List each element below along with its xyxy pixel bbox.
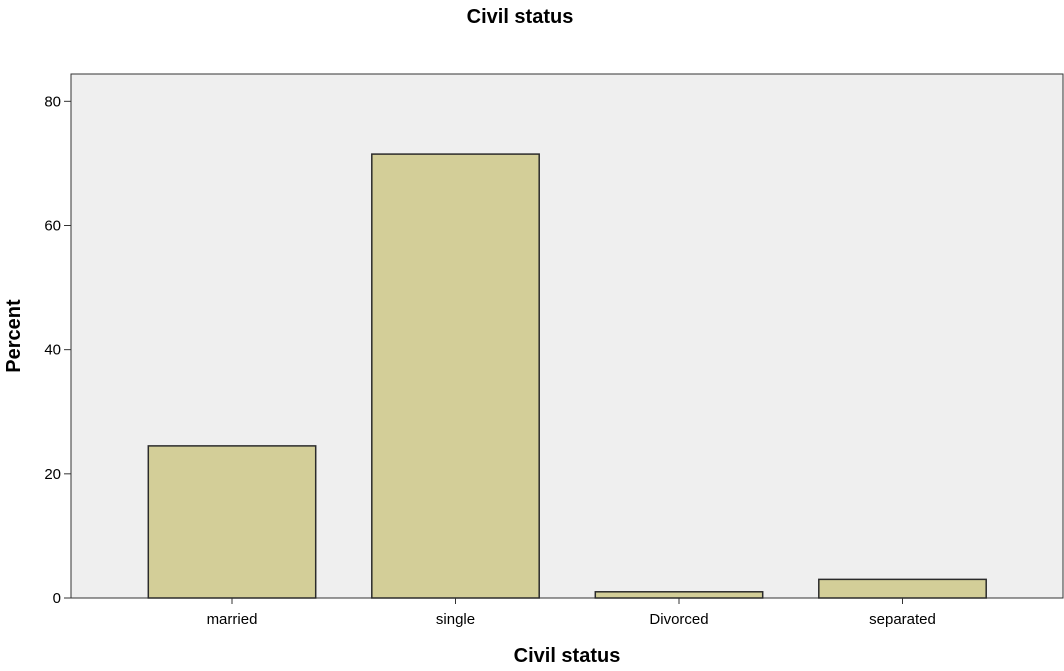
x-tick-label: single [436,611,475,628]
x-tick-label: separated [869,611,936,628]
bar-divorced [594,591,764,599]
y-tick-label: 40 [44,342,61,359]
y-tick-label: 80 [44,93,61,110]
bar-single [371,153,540,599]
y-axis-title: Percent [3,299,25,373]
x-tick-label: Divorced [649,611,708,628]
y-tick-label: 60 [44,217,61,234]
bar-separated [818,578,987,599]
x-axis-title: Civil status [514,645,621,666]
x-axis: married single Divorced separated [207,598,936,628]
y-tick-label: 20 [44,466,61,483]
y-tick-label: 0 [53,590,61,607]
y-axis: 0 20 40 60 80 [44,93,71,607]
x-tick-label: married [207,611,258,628]
chart-title: Civil status [467,6,574,28]
bar-married [147,445,317,599]
bars [147,153,987,599]
